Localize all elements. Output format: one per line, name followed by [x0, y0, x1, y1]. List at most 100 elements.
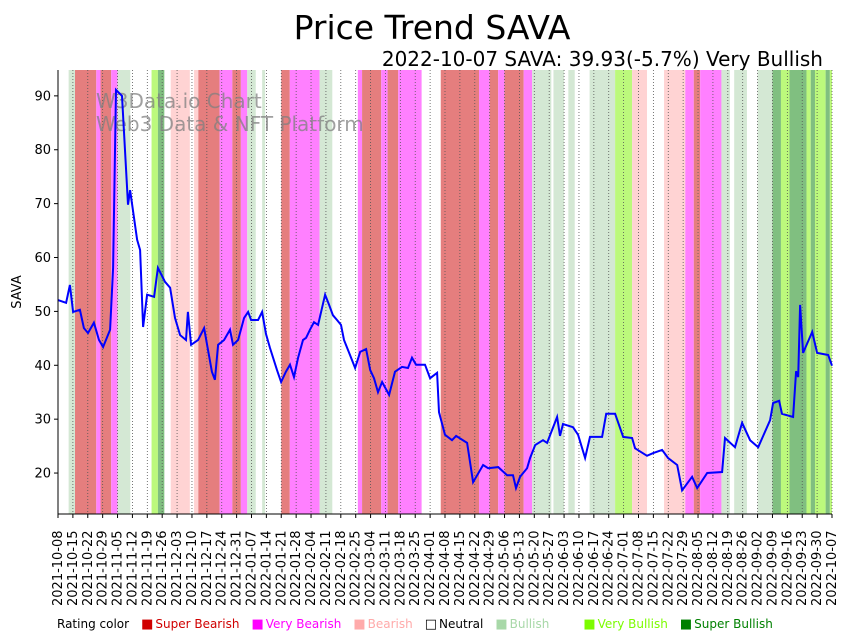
x-tick-label: 2021-11-12 — [125, 530, 140, 606]
rating-band-bullish — [734, 70, 747, 514]
x-tick-label: 2022-04-22 — [468, 530, 483, 606]
x-tick-label: 2021-12-10 — [185, 530, 200, 606]
legend-label: Super Bearish — [155, 617, 240, 631]
rating-band-super-bullish — [810, 70, 815, 514]
x-tick-label: 2022-07-15 — [646, 530, 661, 606]
y-tick-label: 60 — [34, 251, 51, 266]
watermark-line-2: Web3 Data & NFT Platform — [96, 112, 364, 136]
rating-band-very-bearish — [398, 70, 422, 514]
rating-band-super-bearish — [362, 70, 382, 514]
x-tick-label: 2022-01-07 — [245, 530, 260, 606]
legend-label: Bullish — [509, 617, 550, 631]
legend-swatch: ■ — [583, 617, 596, 632]
legend-item-bearish: ■ Bearish — [353, 617, 412, 632]
x-tick-label: 2022-08-26 — [736, 530, 751, 606]
x-tick-label: 2022-02-04 — [304, 530, 319, 606]
y-tick-label: 30 — [34, 413, 51, 428]
x-tick-label: 2022-08-19 — [721, 530, 736, 606]
x-tick-label: 2021-12-17 — [200, 530, 215, 606]
rating-band-very-bullish — [814, 70, 826, 514]
x-tick-label: 2022-09-16 — [780, 530, 795, 606]
legend-swatch: ■ — [251, 617, 264, 632]
rating-band-bullish — [757, 70, 773, 514]
x-tick-label: 2021-12-31 — [230, 530, 245, 606]
legend-title: Rating color — [57, 617, 130, 631]
y-tick-label: 50 — [34, 305, 51, 320]
rating-band-bullish — [568, 70, 575, 514]
rating-band-bearish — [664, 70, 686, 514]
rating-band-very-bearish — [111, 70, 118, 514]
x-tick-label: 2022-04-01 — [423, 530, 438, 606]
y-tick-label: 90 — [34, 89, 51, 104]
x-tick-label: 2022-06-17 — [587, 530, 602, 606]
rating-band-super-bullish — [825, 70, 830, 514]
y-axis: 20 30 40 50 60 70 80 90 — [34, 89, 58, 482]
x-tick-label: 2022-03-25 — [408, 530, 423, 606]
x-tick-label: 2022-02-25 — [349, 530, 364, 606]
rating-band-bearish — [632, 70, 648, 514]
x-tick-label: 2022-10-07 — [825, 530, 840, 606]
rating-band-super-bearish — [387, 70, 399, 514]
rating-band-super-bullish — [157, 70, 165, 514]
x-tick-label: 2022-09-30 — [810, 530, 825, 606]
rating-band-super-bullish — [789, 70, 807, 514]
x-tick-label: 2022-01-21 — [274, 530, 289, 606]
rating-band-bearish — [194, 70, 199, 514]
legend-swatch: ■ — [353, 617, 366, 632]
rating-band-super-bearish — [75, 70, 97, 514]
rating-band-bullish — [532, 70, 552, 514]
y-tick-label: 80 — [34, 143, 51, 158]
rating-band-very-bullish — [806, 70, 811, 514]
legend-swatch: ■ — [679, 617, 693, 632]
rating-band-super-bearish — [100, 70, 112, 514]
x-tick-label: 2022-09-09 — [765, 530, 780, 606]
rating-band-very-bearish — [289, 70, 320, 514]
chart-title: Price Trend SAVA — [294, 8, 571, 47]
x-tick-label: 2022-08-12 — [706, 530, 721, 606]
x-tick-label: 2022-02-18 — [334, 530, 349, 606]
rating-band-bullish — [721, 70, 730, 514]
rating-band-bullish — [553, 70, 565, 514]
rating-band-very-bearish — [96, 70, 101, 514]
rating-band-very-bearish — [357, 70, 363, 514]
x-tick-label: 2022-08-05 — [691, 530, 706, 606]
x-tick-label: 2021-10-08 — [51, 530, 66, 606]
y-tick-label: 40 — [34, 359, 51, 374]
rating-band-very-bearish — [381, 70, 388, 514]
rating-band-very-bearish — [700, 70, 722, 514]
x-tick-label: 2022-01-14 — [259, 530, 274, 606]
x-tick-label: 2021-10-15 — [66, 530, 81, 606]
x-tick-label: 2022-06-10 — [572, 530, 587, 606]
rating-band-very-bearish — [479, 70, 490, 514]
x-tick-label: 2022-02-11 — [319, 530, 334, 606]
watermark-line-1: W3Data.io Chart — [96, 89, 262, 113]
x-tick-label: 2022-07-01 — [617, 530, 632, 606]
rating-band-very-bullish — [829, 70, 832, 514]
legend-label: Super Bullish — [694, 617, 773, 631]
y-tick-label: 20 — [34, 467, 51, 482]
rating-band-super-bearish — [281, 70, 290, 514]
legend-label: Neutral — [439, 617, 484, 631]
rating-band-bullish — [68, 70, 76, 514]
rating-band-very-bearish — [685, 70, 694, 514]
rating-band-super-bearish — [198, 70, 220, 514]
x-tick-label: 2022-05-20 — [527, 530, 542, 606]
rating-band-super-bearish — [693, 70, 701, 514]
x-tick-label: 2022-07-29 — [676, 530, 691, 606]
rating-bands — [68, 70, 832, 514]
legend-label: Bearish — [367, 617, 413, 631]
rating-band-very-bearish — [498, 70, 505, 514]
x-tick-label: 2021-12-03 — [170, 530, 185, 606]
x-tick-label: 2022-04-15 — [453, 530, 468, 606]
x-tick-label: 2021-11-05 — [111, 530, 126, 606]
rating-band-very-bullish — [780, 70, 790, 514]
x-tick-label: 2022-06-24 — [602, 530, 617, 606]
legend-item-neutral: □ Neutral — [425, 617, 484, 632]
y-tick-label: 70 — [34, 197, 51, 212]
legend-item-very-bearish: ■ Very Bearish — [251, 617, 341, 632]
y-axis-label: SAVA — [10, 275, 25, 309]
x-tick-label: 2022-04-08 — [438, 530, 453, 606]
x-tick-label: 2021-12-24 — [215, 530, 230, 606]
x-tick-label: 2022-06-03 — [557, 530, 572, 606]
x-tick-label: 2021-10-29 — [96, 530, 111, 606]
